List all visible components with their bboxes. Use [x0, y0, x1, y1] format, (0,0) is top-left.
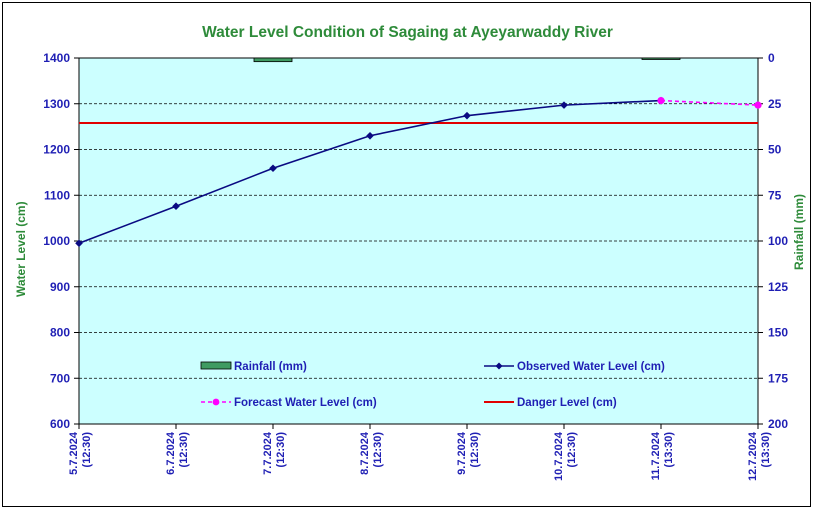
legend-label-rainfall: Rainfall (mm): [234, 361, 307, 373]
y2-tick-label: 175: [768, 371, 788, 385]
y-tick-label: 1000: [43, 234, 70, 248]
legend-swatch-rainfall: [201, 362, 231, 369]
x-tick-label: 11.7.2024: [650, 431, 662, 480]
x-tick-sublabel: (12:30): [372, 432, 384, 468]
y-axis-ticks: 600 700 800 900 1000 1100 1200 1300 1400: [43, 51, 79, 431]
y-tick-label: 800: [50, 326, 70, 340]
legend-marker-forecast: [213, 399, 220, 406]
x-tick-label-group: 5.7.2024 (12:30): [68, 431, 93, 475]
y-tick-label: 900: [50, 280, 70, 294]
x-tick-label: 10.7.2024: [553, 431, 565, 481]
y2-tick-label: 75: [768, 188, 782, 202]
x-tick-label-group: 11.7.2024 (13:30): [650, 431, 675, 480]
x-tick-label-group: 9.7.2024 (12:30): [456, 431, 481, 475]
x-tick-label-group: 10.7.2024 (12:30): [553, 431, 578, 481]
y-tick-label: 1300: [43, 97, 70, 111]
y-tick-label: 1100: [44, 188, 70, 202]
y-tick-label: 1200: [43, 143, 70, 157]
x-tick-label: 12.7.2024: [747, 431, 759, 481]
legend-label-observed: Observed Water Level (cm): [517, 361, 665, 373]
y2-tick-label: 150: [768, 326, 788, 340]
y2-tick-label: 200: [768, 417, 788, 431]
y2-tick-label: 0: [768, 51, 775, 65]
x-tick-label: 6.7.2024: [165, 431, 177, 475]
x-tick-label-group: 12.7.2024 (13:30): [747, 431, 772, 481]
x-tick-sublabel: (12:30): [81, 432, 93, 468]
x-tick-sublabel: (12:30): [275, 432, 287, 468]
x-tick-sublabel: (13:30): [760, 432, 772, 468]
x-tick-label-group: 8.7.2024 (12:30): [359, 431, 384, 475]
x-tick-sublabel: (12:30): [469, 432, 481, 468]
x-tick-sublabel: (12:30): [178, 432, 190, 468]
x-tick-label: 8.7.2024: [359, 431, 371, 475]
forecast-point: [754, 102, 761, 109]
y2-tick-label: 100: [768, 234, 788, 248]
x-tick-label: 7.7.2024: [262, 431, 274, 475]
y-tick-label: 1400: [43, 51, 70, 65]
y-tick-label: 700: [50, 371, 70, 385]
legend-label-forecast: Forecast Water Level (cm): [234, 397, 377, 409]
x-axis-ticks: 5.7.2024 (12:30) 6.7.2024 (12:30) 7.7.2024 (1…: [68, 424, 772, 481]
rainfall-bar: [254, 58, 292, 62]
x-tick-label-group: 6.7.2024 (12:30): [165, 431, 190, 475]
x-tick-sublabel: (12:30): [566, 432, 578, 468]
chart-svg: 600 700 800 900 1000 1100 1200 1300 1400 0 25 50 75…: [0, 0, 815, 511]
rainfall-bar: [642, 58, 680, 60]
forecast-point: [657, 97, 664, 104]
y-tick-label: 600: [50, 417, 70, 431]
x-tick-label-group: 7.7.2024 (12:30): [262, 431, 287, 475]
x-tick-label: 9.7.2024: [456, 431, 468, 475]
legend-label-danger: Danger Level (cm): [517, 397, 617, 409]
y2-tick-label: 50: [768, 143, 782, 157]
y2-tick-label: 25: [768, 97, 782, 111]
y2-tick-label: 125: [768, 280, 788, 294]
y2-axis-ticks: 0 25 50 75 100 125 150 175 200: [758, 51, 788, 431]
x-tick-label: 5.7.2024: [68, 431, 80, 475]
x-tick-sublabel: (13:30): [663, 432, 675, 468]
